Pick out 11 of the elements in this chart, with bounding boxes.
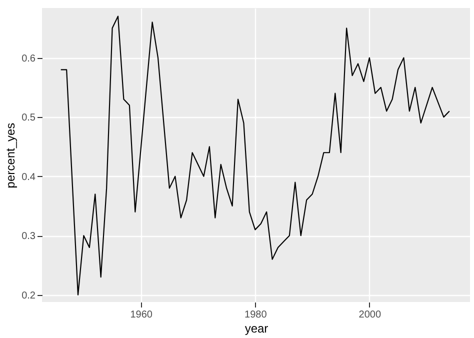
x-tick-label: 1980 <box>244 310 268 320</box>
y-tick-label: 0.2 <box>22 290 36 302</box>
line-series <box>60 16 450 296</box>
y-tick-label: 0.3 <box>22 231 36 242</box>
y-tick-label: 0.4 <box>22 172 36 183</box>
y-tick-label: 0.5 <box>22 112 36 124</box>
x-axis-title: year <box>244 322 268 336</box>
y-tick-label: 0.6 <box>22 53 36 64</box>
y-axis-title: percent_yes <box>4 122 18 188</box>
x-tick-label: 2000 <box>358 310 382 320</box>
x-tick-label: 1960 <box>130 310 153 320</box>
